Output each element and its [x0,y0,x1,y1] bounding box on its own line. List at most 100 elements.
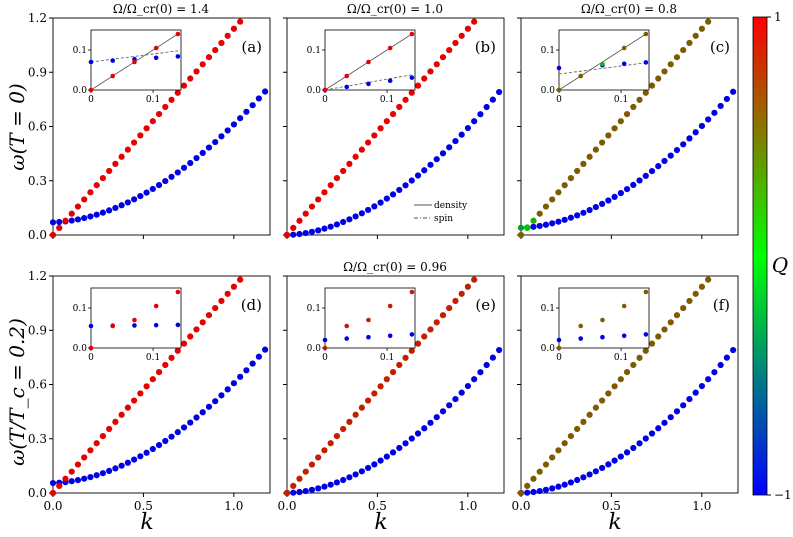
density-point [530,475,537,482]
spin-point [673,408,681,415]
spin-point [567,479,575,486]
density-point [358,146,365,153]
inset-density-point [387,303,393,309]
inset-density-point [409,31,415,37]
inset-spin-point [556,65,562,71]
density-point [180,340,188,347]
x-tick-label: 0.0 [511,499,530,513]
spin-point [427,419,434,426]
spin-point [377,457,384,464]
density-point [377,125,384,132]
density-point [212,304,219,312]
density-point [524,224,531,231]
xlabel-left: k [140,510,153,535]
inset-y-tick-label: 0.0 [541,86,556,96]
spin-point [365,206,372,214]
spin-point [433,414,440,421]
spin-point [623,185,631,193]
density-point [224,290,231,297]
inset-spin-point [153,55,159,61]
spin-point [352,213,359,220]
inset-x-tick-label: 0.1 [380,95,394,105]
density-point [667,319,674,326]
inset-density-point [110,323,116,329]
spin-point [290,489,297,496]
density-point [180,82,188,89]
density-point [561,440,568,447]
density-point [137,390,144,397]
spin-point [642,172,649,179]
density-point [340,167,347,175]
density-point [68,468,75,475]
spin-point [680,402,687,409]
spin-point [655,163,662,170]
density-point [414,340,422,347]
spin-point [193,154,200,162]
ylabel-top: ω(T = 0) [5,83,29,170]
spin-point [383,453,390,460]
spin-point [396,186,403,194]
spin-point [402,182,409,189]
density-point [549,196,556,203]
density-point [358,404,365,411]
spin-point [352,471,359,478]
density-point [296,475,303,482]
density-point [74,461,82,468]
inset-y-tick-label: 0.0 [541,344,556,354]
density-point [224,32,231,39]
density-point [315,454,322,461]
inset-spin-point [409,75,415,80]
density-point [549,454,556,461]
density-point [517,231,525,239]
density-point [655,333,662,340]
density-point [302,210,309,217]
spin-point [692,129,699,136]
spin-point [81,214,88,222]
density-point [112,160,119,167]
density-point [636,96,643,103]
density-point [87,447,94,454]
density-point [162,361,169,369]
density-point [396,361,403,369]
density-point [56,482,63,489]
density-point [599,397,606,404]
inset-spin-point [578,336,584,341]
spin-point [224,127,231,134]
density-point [205,312,213,319]
density-point [212,46,219,54]
inset-spin-point [387,78,393,84]
panel-title: Ω/Ω_cr(0) = 1.4 [113,2,210,16]
density-point [62,217,69,224]
spin-point [49,479,57,487]
y-tick-label: 0.9 [28,65,47,79]
colorbar [752,16,768,496]
density-point [555,447,562,454]
density-point [433,61,440,68]
density-point [352,153,359,160]
density-point [81,454,88,461]
inset-spin-point [600,334,605,340]
spin-point [358,210,365,217]
density-point [187,333,194,340]
spin-point [162,177,169,185]
inset-spin-point [643,332,649,337]
spin-point [648,430,656,437]
spin-point [333,479,341,486]
spin-point [56,218,63,226]
inset-y-tick-label: 0.1 [307,304,321,314]
spin-point [224,386,231,393]
spin-point [549,485,556,492]
spin-point [536,487,543,495]
density-point [321,189,328,196]
y-tick-label: 0.3 [28,432,47,446]
spin-point [49,219,57,226]
spin-point [174,169,181,176]
density-point [187,75,194,82]
colorbar-label: Q [772,253,788,277]
density-point [705,18,712,25]
spin-point [118,462,125,469]
spin-point [471,376,478,383]
spin-point [611,193,618,200]
spin-point [580,474,587,481]
density-point [193,326,200,333]
